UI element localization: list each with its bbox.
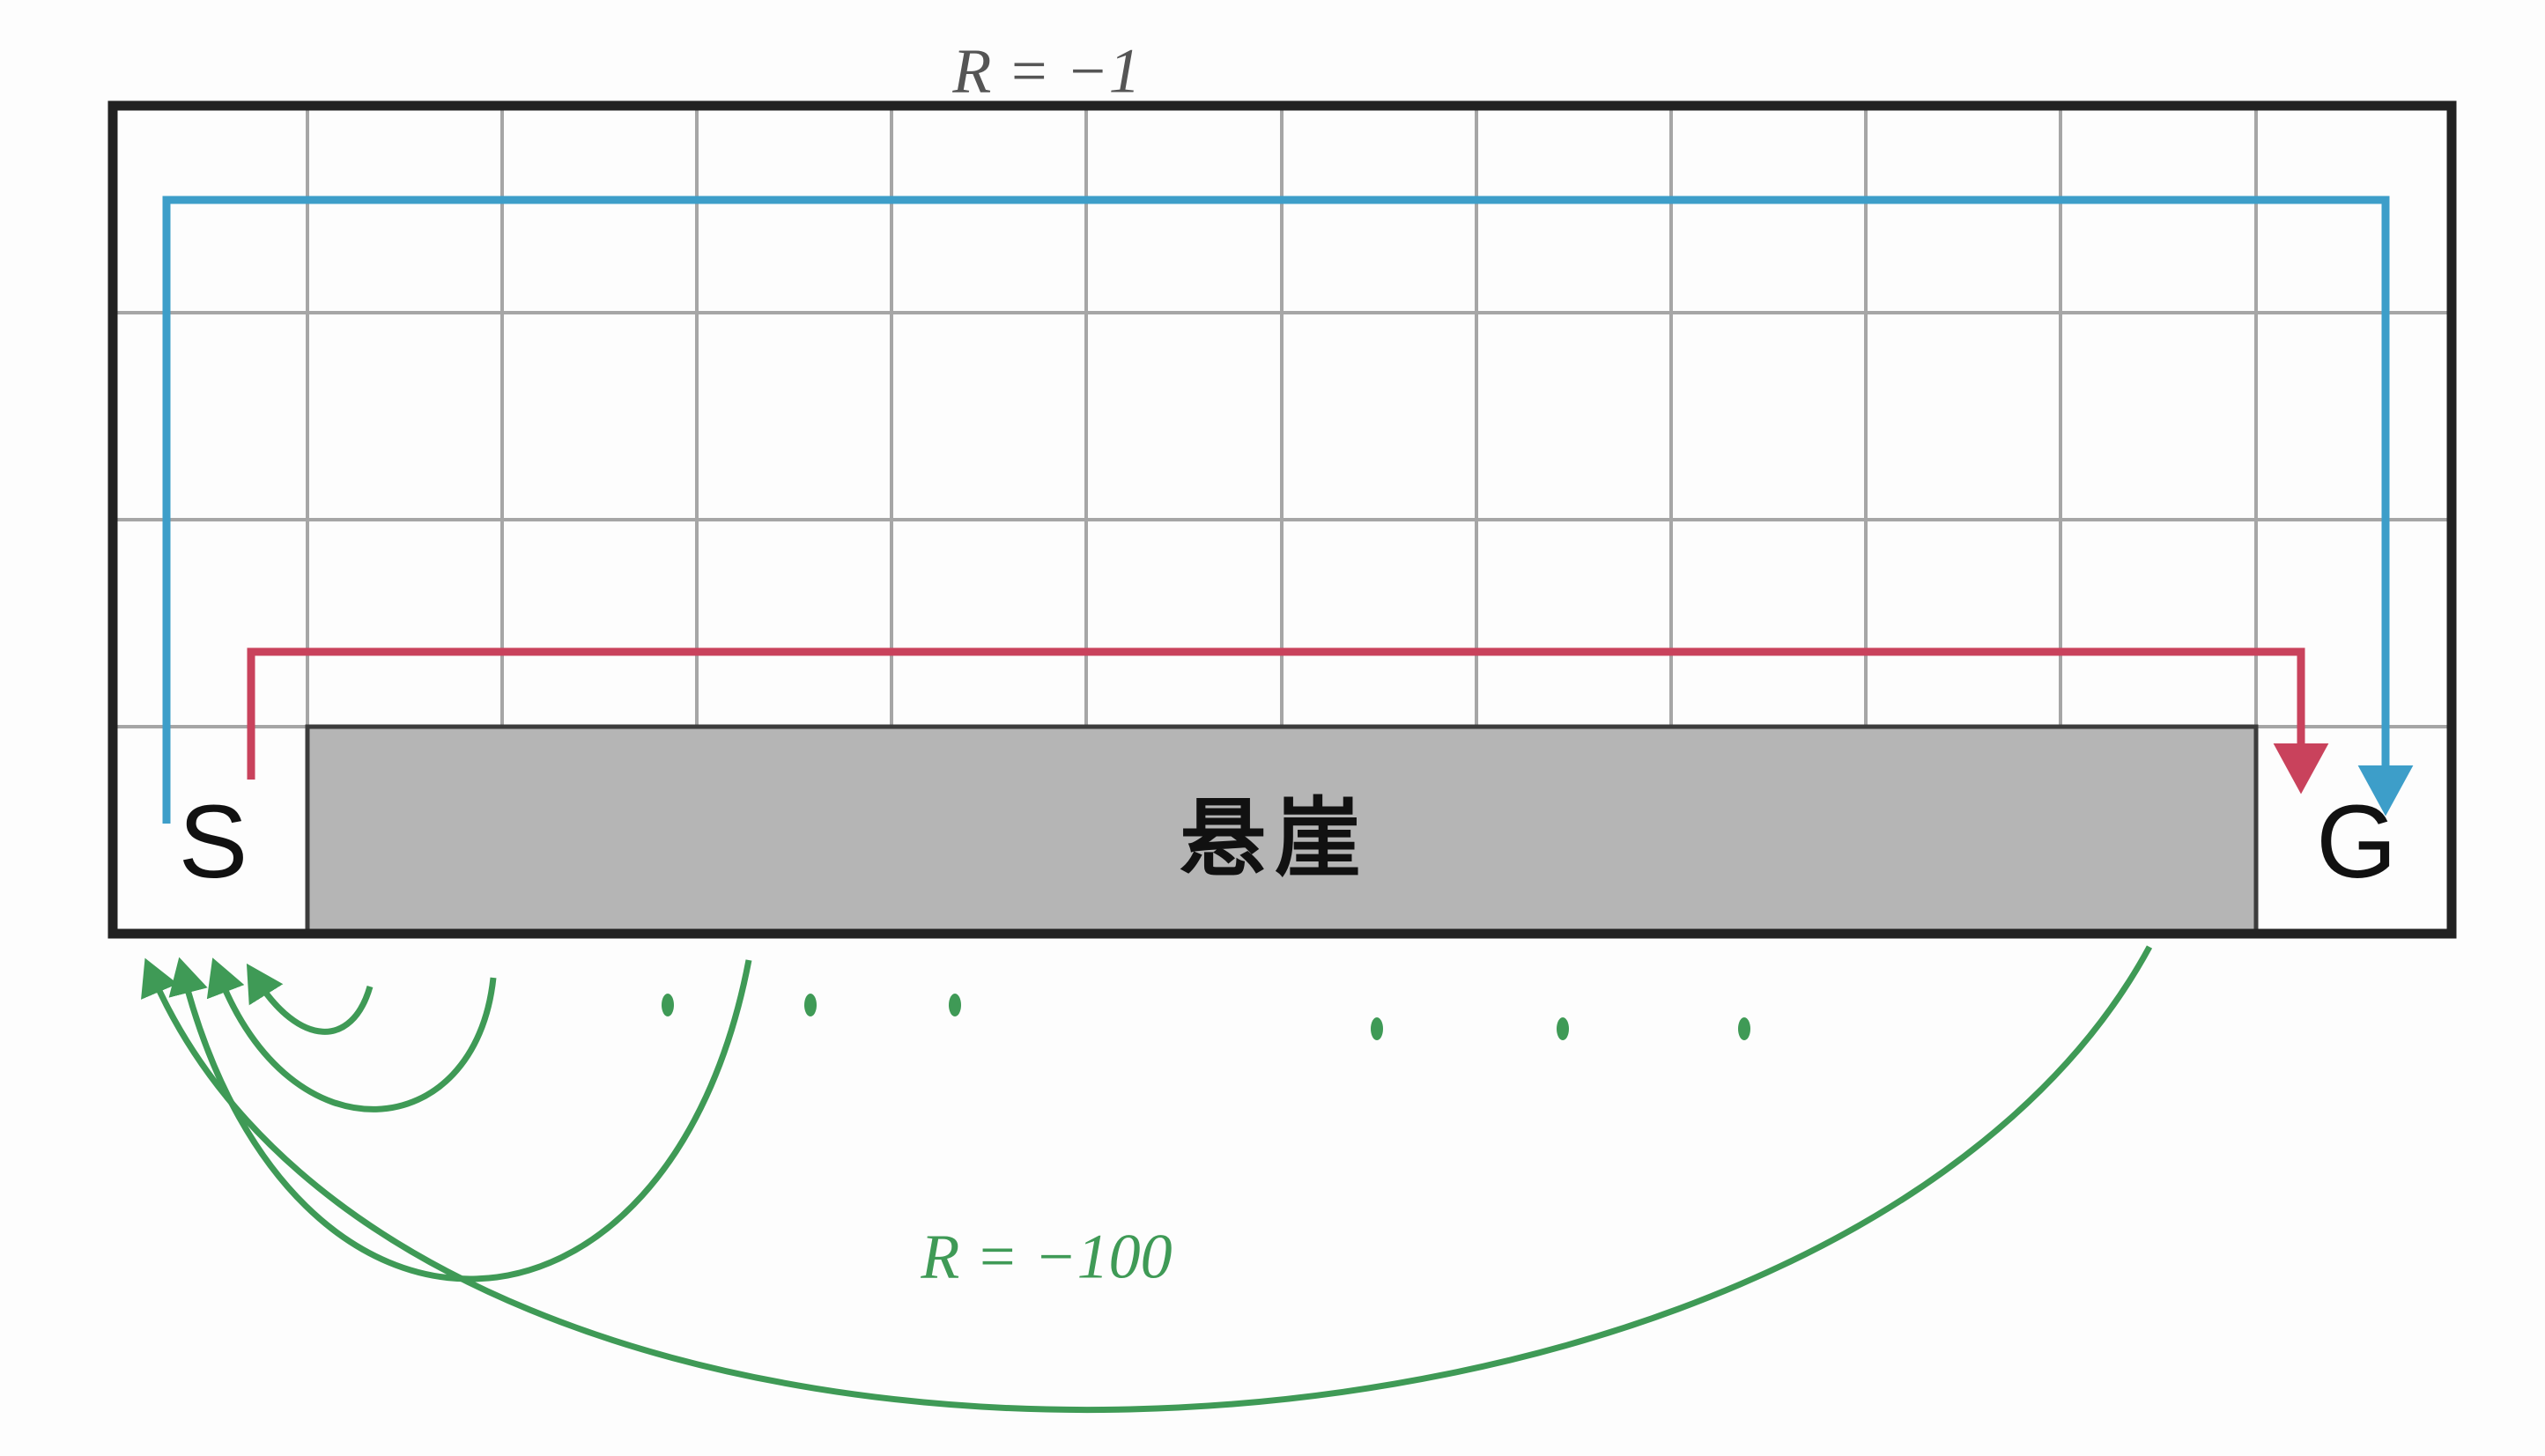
ellipsis-dot xyxy=(1557,1017,1569,1040)
ellipsis-dot xyxy=(1738,1017,1750,1040)
start-cell-label: S xyxy=(179,784,248,900)
cliff-region xyxy=(305,724,2259,936)
fall-arrow-2 xyxy=(206,957,497,1112)
fall-arrows xyxy=(141,945,2153,1414)
goal-cell-label: G xyxy=(2316,784,2397,900)
ellipsis-dot xyxy=(662,994,674,1016)
safe-path-line xyxy=(162,196,2414,824)
fall-arrow-1 xyxy=(246,963,374,1035)
ellipsis-dot xyxy=(804,994,817,1016)
optimal-path-line xyxy=(247,647,2329,795)
cliff-label: 悬崖 xyxy=(1180,787,1370,889)
ellipsis-dot xyxy=(949,994,961,1016)
reward-step-label: R = −1 xyxy=(951,36,1140,107)
fall-arrow-4 xyxy=(141,945,2153,1414)
ellipsis-dots xyxy=(662,994,1750,1040)
fall-arrow-3 xyxy=(168,957,752,1282)
ellipsis-dot xyxy=(1371,1017,1383,1040)
cliff-penalty-label: R = −100 xyxy=(920,1222,1172,1292)
grid-outer-border xyxy=(107,100,2457,939)
